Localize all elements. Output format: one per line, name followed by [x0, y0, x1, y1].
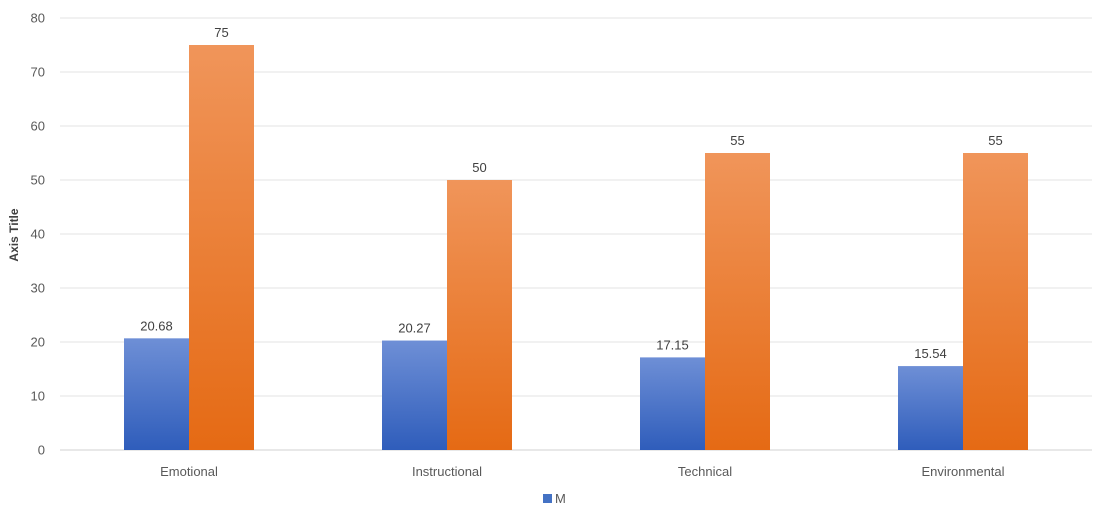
bar-emotional-s2	[189, 45, 254, 450]
bar-instructional-s2	[447, 180, 512, 450]
y-tick-label: 40	[31, 227, 45, 242]
data-label: 20.27	[398, 321, 431, 336]
x-category-label: Technical	[678, 464, 732, 479]
data-label: 17.15	[656, 337, 689, 352]
y-tick-label: 60	[31, 119, 45, 134]
bars	[124, 45, 1028, 450]
y-tick-label: 70	[31, 65, 45, 80]
bar-emotional-s1	[124, 338, 189, 450]
bar-environmental-s2	[963, 153, 1028, 450]
data-label: 55	[988, 133, 1002, 148]
y-axis-ticks: 0 10 20 30 40 50 60 70 80	[31, 11, 45, 458]
y-tick-label: 20	[31, 335, 45, 350]
bar-technical-s2	[705, 153, 770, 450]
x-axis-categories: Emotional Instructional Technical Environme…	[160, 464, 1005, 479]
x-category-label: Instructional	[412, 464, 482, 479]
legend-label-m: M	[555, 491, 566, 506]
y-tick-label: 30	[31, 281, 45, 296]
data-label: 20.68	[140, 318, 173, 333]
y-tick-label: 0	[38, 443, 45, 458]
bar-environmental-s1	[898, 366, 963, 450]
y-tick-label: 50	[31, 173, 45, 188]
bar-instructional-s1	[382, 340, 447, 450]
x-category-label: Emotional	[160, 464, 218, 479]
data-labels: 20.68 75 20.27 50 17.15 55 15.54 55	[140, 25, 1003, 361]
y-tick-label: 80	[31, 11, 45, 26]
data-label: 55	[730, 133, 744, 148]
x-category-label: Environmental	[921, 464, 1004, 479]
data-label: 50	[472, 160, 486, 175]
bar-technical-s1	[640, 357, 705, 450]
legend: M	[543, 491, 566, 506]
legend-swatch-m	[543, 494, 552, 503]
data-label: 15.54	[914, 346, 947, 361]
data-label: 75	[214, 25, 228, 40]
y-tick-label: 10	[31, 389, 45, 404]
y-axis-title: Axis Title	[7, 208, 21, 261]
